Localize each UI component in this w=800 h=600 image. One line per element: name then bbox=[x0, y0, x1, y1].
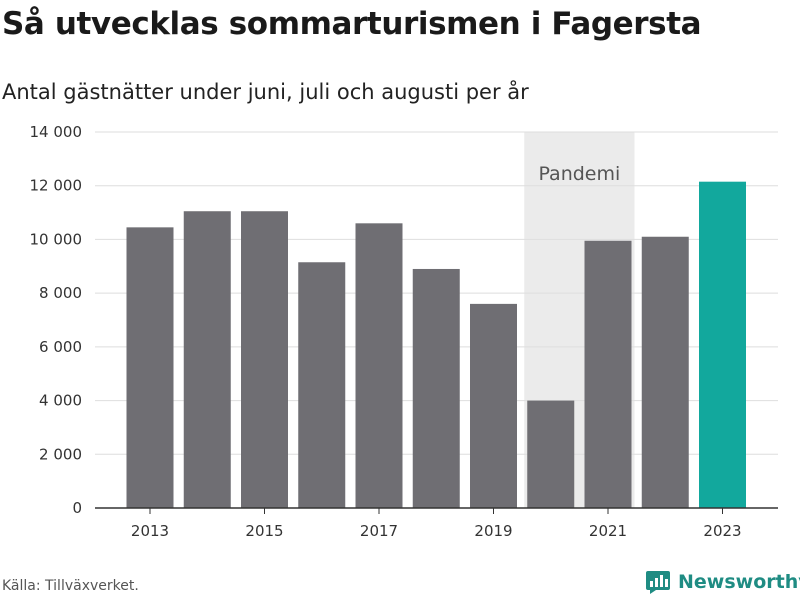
x-tick-label: 2015 bbox=[245, 522, 283, 540]
y-tick-label: 14 000 bbox=[30, 123, 83, 141]
x-tick-label: 2017 bbox=[360, 522, 398, 540]
newsworthy-logo-icon bbox=[646, 571, 670, 594]
source-note: Källa: Tillväxverket. bbox=[2, 578, 139, 594]
y-tick-label: 6 000 bbox=[39, 338, 82, 356]
bar bbox=[699, 181, 746, 508]
y-tick-label: 0 bbox=[72, 499, 82, 517]
bar bbox=[641, 236, 689, 508]
y-tick-label: 10 000 bbox=[30, 230, 83, 248]
y-tick-label: 12 000 bbox=[30, 177, 83, 195]
x-tick-label: 2013 bbox=[131, 522, 169, 540]
bar bbox=[470, 303, 517, 508]
y-tick-label: 8 000 bbox=[39, 284, 82, 302]
brand-name: Newsworthy bbox=[678, 571, 800, 593]
bar bbox=[584, 240, 632, 508]
chart-title: Så utvecklas sommarturismen i Fagersta bbox=[2, 6, 702, 42]
x-tick-label: 2019 bbox=[474, 522, 512, 540]
bar bbox=[412, 268, 460, 508]
x-tick-label: 2023 bbox=[703, 522, 741, 540]
y-tick-label: 4 000 bbox=[39, 392, 82, 410]
pandemic-label: Pandemi bbox=[538, 163, 620, 185]
bar bbox=[126, 227, 174, 509]
y-tick-label: 2 000 bbox=[39, 445, 82, 463]
bar bbox=[298, 262, 346, 508]
x-tick-label: 2021 bbox=[589, 522, 627, 540]
bar bbox=[355, 223, 403, 509]
chart-subtitle: Antal gästnätter under juni, juli och au… bbox=[2, 80, 529, 104]
brand-logo: Newsworthy bbox=[645, 569, 800, 595]
bar bbox=[183, 211, 231, 508]
bar bbox=[527, 400, 575, 508]
bar bbox=[241, 211, 288, 508]
